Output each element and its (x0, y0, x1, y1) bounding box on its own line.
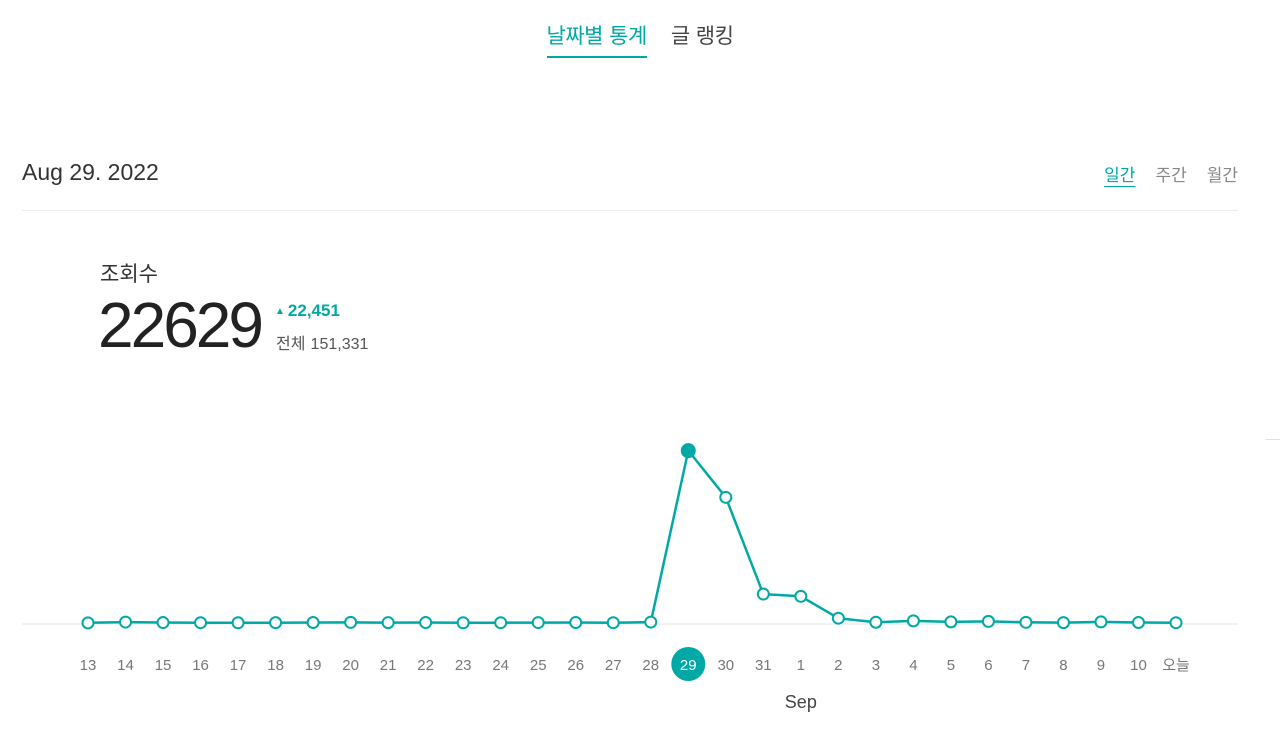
x-tick-label[interactable]: 25 (530, 657, 547, 674)
data-point[interactable] (680, 443, 696, 459)
x-tick-label[interactable]: 오늘 (1162, 657, 1190, 674)
data-point[interactable] (156, 616, 170, 630)
x-tick-label[interactable]: 22 (417, 657, 434, 674)
month-label: Sep (785, 692, 817, 712)
data-point[interactable] (306, 615, 320, 629)
data-point[interactable] (906, 614, 920, 628)
x-tick-label[interactable]: 30 (717, 657, 734, 674)
x-tick-label[interactable]: 24 (492, 657, 509, 674)
tab-daily-stats[interactable]: 날짜별 통계 (546, 18, 647, 58)
metric-total-value: 151,331 (310, 336, 369, 353)
x-tick-label[interactable]: 2 (834, 657, 842, 674)
selected-day-marker[interactable] (671, 647, 706, 681)
stats-tabs: 날짜별 통계 글 랭킹 (0, 18, 1280, 58)
data-point[interactable] (644, 615, 658, 629)
x-tick-label[interactable]: 10 (1130, 657, 1147, 674)
data-point[interactable] (344, 615, 358, 629)
metric-title: 조회수 (100, 262, 158, 286)
views-series-line (87, 449, 1177, 625)
data-point[interactable] (1056, 616, 1070, 630)
data-point[interactable] (606, 616, 620, 630)
data-point[interactable] (794, 589, 808, 603)
metric-delta-value: 22,451 (287, 301, 340, 320)
data-point[interactable] (494, 616, 508, 630)
date-row: Aug 29. 2022 일간 주간 월간 (22, 155, 1238, 195)
data-point[interactable] (1169, 616, 1183, 630)
x-tick-label[interactable]: 21 (380, 657, 397, 674)
data-point[interactable] (419, 616, 433, 630)
metric-total-label: 전체 (276, 336, 306, 353)
x-tick-label[interactable]: 13 (80, 657, 97, 674)
period-weekly[interactable]: 주간 (1155, 166, 1187, 186)
data-point[interactable] (981, 614, 995, 628)
metric-value: 22629 (98, 289, 264, 361)
data-point[interactable] (269, 616, 283, 630)
x-tick-label[interactable]: 16 (192, 657, 209, 674)
data-point[interactable] (81, 616, 95, 630)
edge-scroll-marker (1266, 439, 1280, 440)
data-point[interactable] (1131, 615, 1145, 629)
metric-delta: ▲ 22,451 (275, 301, 340, 321)
data-point[interactable] (869, 615, 883, 629)
data-point[interactable] (831, 611, 845, 625)
data-point[interactable] (119, 615, 133, 629)
data-point[interactable] (531, 616, 545, 630)
x-tick-label[interactable]: 5 (947, 657, 955, 674)
data-point[interactable] (569, 615, 583, 629)
data-point[interactable] (756, 587, 770, 601)
metric-total: 전체 151,331 (276, 330, 368, 354)
data-point[interactable] (719, 490, 733, 504)
x-tick-label[interactable]: 4 (909, 657, 917, 674)
period-monthly[interactable]: 월간 (1206, 166, 1238, 186)
data-point[interactable] (944, 615, 958, 629)
data-point[interactable] (1094, 615, 1108, 629)
x-tick-label[interactable]: 8 (1059, 657, 1067, 674)
x-tick-label[interactable]: 17 (230, 657, 247, 674)
x-tick-label[interactable]: 26 (567, 657, 584, 674)
period-daily[interactable]: 일간 (1104, 166, 1136, 186)
data-point[interactable] (456, 616, 470, 630)
x-tick-label[interactable]: 9 (1097, 657, 1105, 674)
x-tick-label[interactable]: 14 (117, 657, 134, 674)
views-line-chart: 13 14 15 16 17 18 19 20 21 22 23 24 25 26 27 28 29 30 31 1 2… (22, 443, 1238, 712)
x-tick-label[interactable]: 1 (797, 657, 805, 674)
data-point[interactable] (1019, 615, 1033, 629)
x-tick-label[interactable]: 28 (642, 657, 659, 674)
x-tick-label[interactable]: 20 (342, 657, 359, 674)
x-tick-label[interactable]: 29 (680, 657, 697, 674)
period-tabs: 일간 주간 월간 (1104, 161, 1238, 186)
data-point[interactable] (231, 616, 245, 630)
x-tick-label[interactable]: 18 (267, 657, 284, 674)
x-tick-label[interactable]: 19 (305, 657, 322, 674)
tab-post-ranking[interactable]: 글 랭킹 (670, 24, 734, 48)
x-tick-label[interactable]: 15 (155, 657, 172, 674)
x-tick-label[interactable]: 31 (755, 657, 772, 674)
data-point[interactable] (194, 616, 208, 630)
x-tick-label[interactable]: 7 (1022, 657, 1030, 674)
x-tick-label[interactable]: 3 (872, 657, 880, 674)
section-divider (22, 210, 1238, 211)
triangle-up-icon: ▲ (275, 306, 285, 317)
x-tick-label[interactable]: 27 (605, 657, 622, 674)
data-point[interactable] (381, 616, 395, 630)
selected-date: Aug 29. 2022 (22, 159, 159, 185)
x-tick-label[interactable]: 23 (455, 657, 472, 674)
x-tick-label[interactable]: 6 (984, 657, 992, 674)
